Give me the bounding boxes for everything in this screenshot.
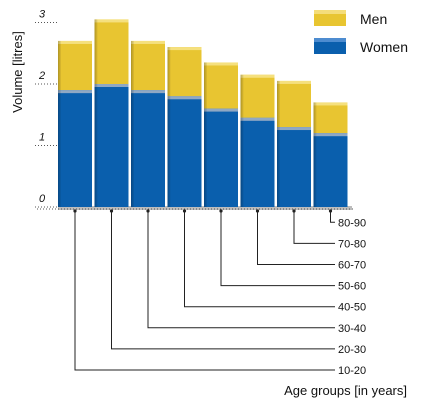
bar-women-highlight: [277, 127, 311, 131]
bar-women-edge: [204, 108, 207, 207]
bar-women-30-40: [131, 90, 165, 207]
y-tick-label: 1: [39, 132, 45, 144]
bar-women-edge: [240, 117, 244, 207]
leader-line: [220, 211, 335, 287]
bar-men-highlight: [313, 102, 348, 106]
leader-line: [257, 211, 335, 265]
x-axis-label: Age groups [in years]: [284, 383, 407, 398]
bar-women-60-70: [240, 117, 275, 207]
category-label: 10-20: [338, 365, 366, 377]
bar-women-20-30: [94, 84, 129, 207]
bar-women-edge: [58, 90, 61, 207]
bar-men-highlight: [58, 40, 92, 44]
bar-men-highlight: [94, 19, 129, 23]
category-label: 40-50: [338, 302, 366, 314]
legend-label-women: Women: [360, 39, 408, 55]
bar-women-highlight: [204, 108, 238, 112]
leader-line: [330, 211, 335, 223]
bar-men-highlight: [277, 80, 311, 84]
bar-women-edge: [277, 127, 280, 207]
bar-women-highlight: [58, 90, 92, 94]
y-tick-label: 0: [39, 193, 46, 205]
bar-women-50-60: [204, 108, 238, 207]
leader-line: [111, 211, 335, 350]
y-ticks: 0 1 2 3: [35, 9, 57, 208]
bar-men-10-20: [58, 40, 92, 91]
bar-men-edge: [94, 19, 98, 84]
legend: Men Women: [314, 10, 408, 55]
axes: Volume [litres] Age groups [in years]: [10, 31, 407, 398]
y-axis-label: Volume [litres]: [10, 31, 25, 113]
bar-men-edge: [313, 102, 317, 134]
bar-men-30-40: [131, 40, 165, 91]
leader-line: [293, 211, 335, 244]
bar-women-40-50: [167, 96, 202, 207]
bars: [37, 19, 354, 210]
y-tick-label: 2: [38, 70, 45, 82]
bar-women-edge: [94, 84, 98, 207]
bar-men-highlight: [167, 47, 202, 51]
legend-label-men: Men: [360, 11, 387, 27]
bar-men-80-90: [313, 102, 348, 134]
bar-men-edge: [277, 80, 280, 128]
bar-women-edge: [131, 90, 134, 207]
bar-women-80-90: [313, 133, 348, 207]
bar-women-highlight: [240, 117, 275, 121]
category-leaders: 10-20 20-30 30-40 40-50 50-60 60-70 70-80 80-90: [73, 209, 366, 377]
category-label: 50-60: [338, 281, 366, 293]
category-label: 30-40: [338, 323, 366, 335]
category-label: 60-70: [338, 260, 366, 272]
leader-line: [74, 211, 335, 371]
bar-women-highlight: [313, 133, 348, 137]
bar-men-edge: [204, 62, 207, 109]
bar-women-edge: [313, 133, 317, 207]
category-label: 20-30: [338, 344, 366, 356]
bar-men-edge: [240, 74, 244, 118]
leader-line: [147, 211, 335, 329]
bar-men-edge: [131, 40, 134, 91]
chart-floor: [58, 206, 352, 210]
bar-women-highlight: [94, 84, 129, 87]
bar-men-edge: [58, 40, 61, 91]
bar-men-60-70: [240, 74, 275, 118]
bar-men-70-80: [277, 80, 311, 128]
bar-women-edge: [167, 96, 171, 207]
y-tick-label: 3: [39, 9, 46, 21]
bar-men-50-60: [204, 62, 238, 109]
leader-line: [184, 211, 335, 308]
category-label: 80-90: [338, 217, 366, 229]
bar-men-highlight: [204, 62, 238, 66]
bar-women-highlight: [131, 90, 165, 94]
bar-men-highlight: [240, 74, 275, 78]
bar-men-edge: [167, 47, 171, 97]
bar-women-10-20: [58, 90, 92, 207]
category-label: 70-80: [338, 238, 366, 250]
bar-men-40-50: [167, 47, 202, 97]
bar-women-highlight: [167, 96, 202, 100]
bar-women-70-80: [277, 127, 311, 207]
bar-men-20-30: [94, 19, 129, 84]
bar-men-highlight: [131, 40, 165, 44]
